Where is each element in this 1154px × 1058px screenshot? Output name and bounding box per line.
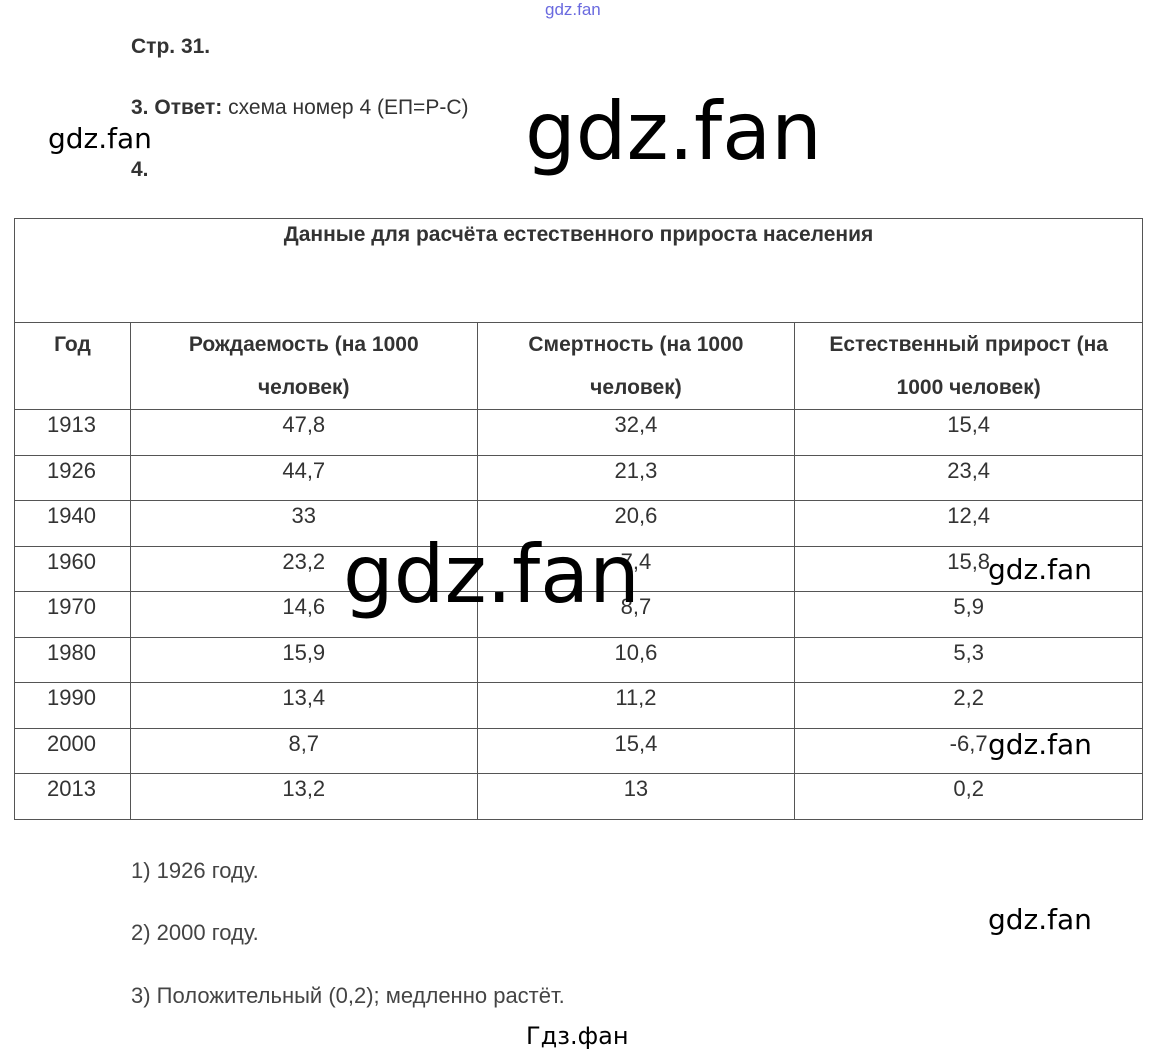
table-row: 1970 14,6 8,7 5,9 xyxy=(14,591,1143,638)
answer-1: 1) 1926 году. xyxy=(131,858,259,883)
column-header: Естественный прирост (на 1000 человек) xyxy=(794,322,1143,410)
answer-3-item: 3) Положительный (0,2); медленно растёт. xyxy=(131,983,565,1008)
table-header-row: Год Рождаемость (на 1000 человек) Смертнос… xyxy=(14,322,1143,410)
page-reference: Стр. 31. xyxy=(131,35,211,58)
cell-year: 1913 xyxy=(14,409,131,456)
cell-birth-rate: 47,8 xyxy=(129,409,478,456)
task-4-number: 4. xyxy=(131,158,149,181)
cell-birth-rate: 8,7 xyxy=(129,727,478,774)
watermark-left: gdz.fan xyxy=(48,122,152,155)
cell-birth-rate: 44,7 xyxy=(129,454,478,501)
cell-year: 2013 xyxy=(14,773,131,820)
table-title: Данные для расчёта естественного прирост… xyxy=(14,218,1143,323)
watermark-middle-big: gdz.fan xyxy=(343,528,640,621)
cell-death-rate: 11,2 xyxy=(476,682,796,729)
watermark-right-3: gdz.fan xyxy=(988,903,1092,936)
cell-birth-rate: 14,6 xyxy=(129,591,478,638)
cell-birth-rate: 33 xyxy=(129,500,478,547)
cell-death-rate: 13 xyxy=(476,773,796,820)
table-row: 1980 15,9 10,6 5,3 xyxy=(14,636,1143,683)
cell-year: 1980 xyxy=(14,636,131,683)
cell-natural-growth: 5,9 xyxy=(794,591,1143,638)
table-row: 1990 13,4 11,2 2,2 xyxy=(14,682,1143,729)
cell-year: 2000 xyxy=(14,727,131,774)
cell-birth-rate: 13,4 xyxy=(129,682,478,729)
cell-natural-growth: 0,2 xyxy=(794,773,1143,820)
column-header: Рождаемость (на 1000 человек) xyxy=(129,322,478,410)
table-row: 1913 47,8 32,4 15,4 xyxy=(14,409,1143,456)
table-row: 1926 44,7 21,3 23,4 xyxy=(14,454,1143,501)
watermark-top-big: gdz.fan xyxy=(525,85,822,178)
answer-3-text: схема номер 4 (ЕП=Р-С) xyxy=(228,96,469,119)
table-row: 2000 8,7 15,4 -6,7 xyxy=(14,727,1143,774)
cell-natural-growth: 23,4 xyxy=(794,454,1143,501)
cell-natural-growth: 15,4 xyxy=(794,409,1143,456)
cell-death-rate: 32,4 xyxy=(476,409,796,456)
cell-year: 1960 xyxy=(14,545,131,592)
watermark-top-small: gdz.fan xyxy=(545,0,601,19)
cell-death-rate: 21,3 xyxy=(476,454,796,501)
column-header: Год xyxy=(14,322,131,410)
cell-year: 1926 xyxy=(14,454,131,501)
column-header: Смертность (на 1000 человек) xyxy=(476,322,796,410)
answer-3-label: Ответ: xyxy=(154,96,223,119)
cell-birth-rate: 23,2 xyxy=(129,545,478,592)
cell-natural-growth: 5,3 xyxy=(794,636,1143,683)
cell-death-rate: 20,6 xyxy=(476,500,796,547)
watermark-right-2: gdz.fan xyxy=(988,728,1092,761)
cell-year: 1970 xyxy=(14,591,131,638)
answer-3: 3. Ответ: схема номер 4 (ЕП=Р-С) xyxy=(131,96,468,120)
cell-natural-growth: 12,4 xyxy=(794,500,1143,547)
cell-natural-growth: 2,2 xyxy=(794,682,1143,729)
answer-3-number: 3. xyxy=(131,96,149,119)
cell-year: 1940 xyxy=(14,500,131,547)
table-row: 2013 13,2 13 0,2 xyxy=(14,773,1143,820)
cell-year: 1990 xyxy=(14,682,131,729)
cell-birth-rate: 15,9 xyxy=(129,636,478,683)
cell-death-rate: 10,6 xyxy=(476,636,796,683)
cell-birth-rate: 13,2 xyxy=(129,773,478,820)
answer-2: 2) 2000 году. xyxy=(131,920,259,945)
population-growth-table: Данные для расчёта естественного прирост… xyxy=(14,218,1143,820)
cell-death-rate: 15,4 xyxy=(476,727,796,774)
watermark-bottom: Гдз.фан xyxy=(526,1022,629,1050)
cell-death-rate: 8,7 xyxy=(476,591,796,638)
watermark-right-1: gdz.fan xyxy=(988,553,1092,586)
